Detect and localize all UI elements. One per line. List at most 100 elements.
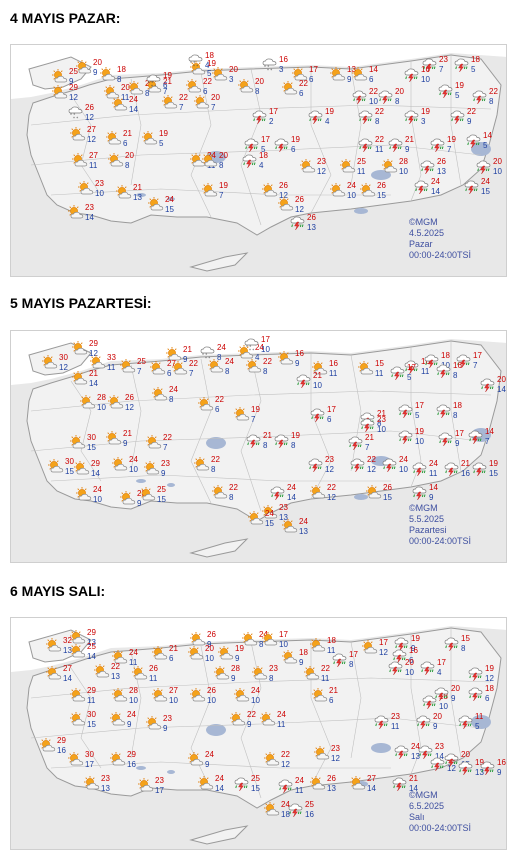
thunderstorm-icon	[393, 636, 411, 657]
city-forecast: 26 12	[277, 195, 317, 219]
thunderstorm-icon	[475, 159, 493, 180]
thunderstorm-icon	[243, 137, 261, 158]
partly-cloudy-icon	[313, 746, 331, 765]
stamp-copyright: ©MGM	[409, 790, 438, 800]
thunderstorm-icon	[471, 461, 489, 482]
max-temperature: 24	[347, 181, 356, 190]
max-temperature: 23	[317, 157, 326, 166]
max-temperature: 22	[299, 79, 308, 88]
city-forecast: 23 13	[83, 774, 123, 798]
city-forecast: 25 9	[51, 67, 91, 91]
max-temperature: 19	[325, 107, 334, 116]
min-temperature: 14	[497, 385, 506, 394]
min-temperature: 11	[375, 145, 384, 154]
max-temperature: 29	[57, 736, 66, 745]
min-temperature: 10	[251, 696, 260, 705]
min-temperature: 6	[409, 656, 414, 665]
map-title: 6 MAYIS SALI:	[10, 583, 106, 599]
max-temperature: 21	[123, 129, 132, 138]
max-temperature: 24	[205, 750, 214, 759]
min-temperature: 15	[87, 443, 96, 452]
min-temperature: 12	[447, 764, 456, 773]
thunderstorm-icon	[351, 89, 369, 110]
min-temperature: 11	[121, 93, 130, 102]
max-temperature: 21	[329, 686, 338, 695]
min-temperature: 13	[63, 646, 72, 655]
city-forecast: 19 13	[457, 758, 497, 782]
city-forecast: 24 14	[197, 774, 237, 798]
min-temperature: 11	[321, 674, 330, 683]
city-forecast: 23 13	[261, 503, 301, 527]
max-temperature: 24	[411, 742, 420, 751]
max-temperature: 24	[127, 710, 136, 719]
city-forecast: 16 9	[277, 349, 317, 373]
partly-cloudy-icon	[359, 183, 377, 202]
max-temperature: 22	[163, 433, 172, 442]
min-temperature: 10	[369, 97, 378, 106]
max-temperature: 17	[473, 351, 482, 360]
max-temperature: 23	[279, 503, 288, 512]
city-forecast: * * * * 24 8	[199, 343, 239, 367]
max-temperature: 19	[489, 459, 498, 468]
max-temperature: 21	[169, 644, 178, 653]
max-temperature: 22	[179, 93, 188, 102]
city-forecast: 24 15	[247, 509, 287, 533]
partly-cloudy-icon	[281, 81, 299, 100]
city-forecast: 19 9	[217, 644, 257, 668]
partly-cloudy-icon	[303, 666, 321, 685]
city-forecast: 32 13	[45, 636, 85, 660]
city-forecast: 21 8	[245, 431, 285, 455]
max-temperature: 24	[299, 517, 308, 526]
city-forecast: 17 12	[361, 638, 401, 662]
max-temperature: 29	[69, 83, 78, 92]
thunderstorm-icon	[457, 760, 475, 781]
partly-cloudy-icon	[131, 666, 149, 685]
min-temperature: 3	[229, 75, 234, 84]
thunderstorm-icon	[463, 179, 481, 200]
thunderstorm-icon	[429, 137, 447, 158]
min-temperature: 18	[281, 810, 290, 819]
city-forecast: 23 10	[359, 415, 399, 439]
max-temperature: 17	[379, 638, 388, 647]
max-temperature: 21	[263, 431, 272, 440]
max-temperature: 19	[251, 405, 260, 414]
partly-cloudy-icon	[261, 632, 279, 651]
max-temperature: 33	[107, 353, 116, 362]
city-forecast: 23 9	[143, 459, 183, 483]
min-temperature: 11	[357, 167, 366, 176]
city-forecast: 30 17	[67, 750, 107, 774]
svg-text:* *: * *	[267, 68, 272, 73]
min-temperature: 10	[399, 465, 408, 474]
min-temperature: 14	[85, 213, 94, 222]
city-forecast: 30 15	[69, 710, 109, 734]
thunderstorm-icon	[357, 137, 375, 158]
max-temperature: 28	[129, 686, 138, 695]
partly-cloudy-icon	[291, 67, 309, 86]
partly-cloudy-icon	[211, 485, 229, 504]
min-temperature: 7	[137, 367, 142, 376]
partly-cloudy-icon	[93, 664, 111, 683]
city-forecast: 17 10	[261, 630, 301, 654]
max-temperature: 18	[299, 648, 308, 657]
min-temperature: 8	[255, 87, 260, 96]
max-temperature: 26	[207, 686, 216, 695]
max-temperature: 18	[117, 65, 126, 74]
partly-cloudy-icon	[193, 95, 211, 114]
max-temperature: 24	[165, 195, 174, 204]
max-temperature: 15	[461, 634, 470, 643]
city-forecast: 29 16	[39, 736, 79, 760]
max-temperature: 30	[59, 353, 68, 362]
partly-cloudy-icon	[233, 688, 251, 707]
min-temperature: 9	[137, 499, 142, 508]
thunderstorm-icon	[403, 67, 421, 88]
min-temperature: 10	[129, 465, 138, 474]
min-temperature: 8	[453, 411, 458, 420]
partly-cloudy-icon	[69, 630, 87, 649]
min-temperature: 8	[349, 660, 354, 669]
city-forecast: 21 13	[115, 183, 155, 207]
max-temperature: 20	[433, 712, 442, 721]
partly-cloudy-icon	[165, 347, 183, 366]
min-temperature: 10	[405, 668, 414, 677]
min-temperature: 8	[169, 395, 174, 404]
partly-cloudy-icon	[311, 688, 329, 707]
